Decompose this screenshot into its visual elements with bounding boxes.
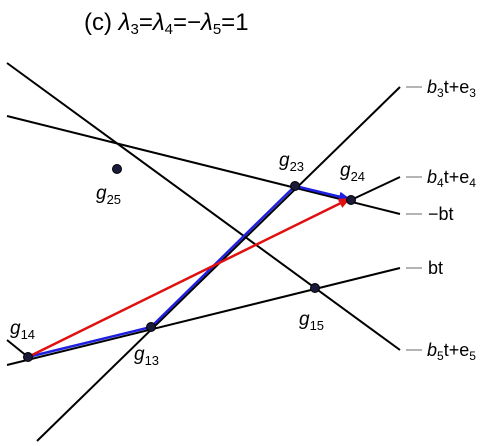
intersection-points (23, 164, 356, 362)
label-b4t-e4: b4t+e4 (427, 167, 476, 190)
line-bt (6, 267, 401, 366)
label-neg-bt: −bt (428, 204, 454, 224)
point-g24 (346, 195, 356, 205)
point-g14 (23, 352, 33, 362)
label-g24: g24 (340, 160, 365, 184)
label-ticks (406, 86, 422, 351)
line-b5t-e5 (6, 62, 401, 351)
point-g13 (146, 322, 156, 332)
line-b4t-e4 (350, 176, 401, 201)
label-b5t-e5: b5t+e5 (427, 340, 476, 363)
label-b3t-e3: b3t+e3 (427, 77, 476, 100)
point-g25 (112, 164, 122, 174)
blue-path (27, 185, 296, 359)
black-lines (6, 62, 401, 442)
red-arrow (27, 197, 351, 359)
label-bt: bt (428, 258, 443, 278)
point-g23 (290, 181, 300, 191)
label-g15: g15 (299, 309, 324, 333)
point-g15 (310, 283, 320, 293)
blue-arrow (294, 184, 351, 202)
label-g23: g23 (279, 150, 304, 174)
label-g25: g25 (96, 183, 121, 207)
label-g13: g13 (134, 344, 159, 368)
diagram-title: (c) λ3=λ4=−λ5=1 (84, 9, 249, 38)
line-neg-bt (6, 115, 401, 215)
label-g14: g14 (10, 318, 35, 342)
